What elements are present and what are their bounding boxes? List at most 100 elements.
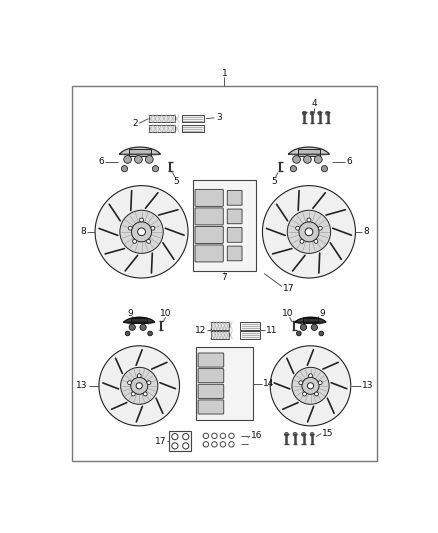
Circle shape <box>314 239 318 244</box>
Circle shape <box>138 228 145 236</box>
Circle shape <box>318 226 322 230</box>
Circle shape <box>319 331 324 336</box>
Circle shape <box>300 324 307 330</box>
Circle shape <box>321 166 328 172</box>
FancyBboxPatch shape <box>227 228 242 243</box>
Bar <box>148 125 175 133</box>
Text: 13: 13 <box>76 381 87 390</box>
Circle shape <box>302 377 319 394</box>
Circle shape <box>183 433 189 440</box>
Circle shape <box>140 324 146 330</box>
Bar <box>196 346 253 421</box>
FancyBboxPatch shape <box>195 189 223 206</box>
FancyBboxPatch shape <box>195 227 223 244</box>
Polygon shape <box>295 317 326 324</box>
Bar <box>182 115 204 123</box>
FancyBboxPatch shape <box>195 245 223 262</box>
Circle shape <box>229 442 234 447</box>
Bar <box>182 125 204 133</box>
Circle shape <box>314 156 322 163</box>
Circle shape <box>137 374 141 378</box>
Text: 10: 10 <box>282 309 293 318</box>
Text: 7: 7 <box>222 273 227 282</box>
Circle shape <box>203 433 208 439</box>
Circle shape <box>203 442 208 447</box>
FancyBboxPatch shape <box>198 369 224 383</box>
Circle shape <box>212 433 217 439</box>
Circle shape <box>285 432 288 436</box>
FancyBboxPatch shape <box>227 190 242 205</box>
Bar <box>72 85 377 461</box>
Circle shape <box>152 166 159 172</box>
Circle shape <box>318 111 322 115</box>
Circle shape <box>310 432 314 436</box>
Text: 9: 9 <box>319 309 325 318</box>
Circle shape <box>262 185 356 278</box>
Circle shape <box>95 185 188 278</box>
Circle shape <box>302 432 305 436</box>
Circle shape <box>302 111 306 115</box>
Circle shape <box>220 433 226 439</box>
Circle shape <box>120 367 158 405</box>
Circle shape <box>120 210 163 253</box>
Text: 15: 15 <box>322 429 334 438</box>
Circle shape <box>172 443 178 449</box>
Circle shape <box>293 156 300 163</box>
Polygon shape <box>120 147 160 156</box>
Circle shape <box>287 210 331 253</box>
Text: 11: 11 <box>265 326 277 335</box>
Text: 5: 5 <box>271 176 277 185</box>
FancyBboxPatch shape <box>227 246 242 261</box>
Circle shape <box>290 166 297 172</box>
Circle shape <box>148 331 152 336</box>
Circle shape <box>307 218 311 222</box>
Text: 8: 8 <box>363 227 369 236</box>
FancyBboxPatch shape <box>198 400 224 414</box>
Circle shape <box>183 443 189 449</box>
Text: 12: 12 <box>195 326 207 335</box>
Circle shape <box>121 166 127 172</box>
Bar <box>211 322 229 329</box>
FancyBboxPatch shape <box>198 384 224 398</box>
Bar <box>240 322 260 329</box>
Text: 5: 5 <box>173 176 179 185</box>
Circle shape <box>229 433 234 439</box>
Text: 17: 17 <box>155 437 166 446</box>
FancyBboxPatch shape <box>227 209 242 224</box>
Circle shape <box>297 331 301 336</box>
Text: 13: 13 <box>362 381 373 390</box>
Text: 1: 1 <box>222 69 227 78</box>
Circle shape <box>128 226 132 230</box>
Circle shape <box>292 367 329 405</box>
Circle shape <box>293 432 297 436</box>
Circle shape <box>133 239 137 244</box>
Circle shape <box>99 346 180 426</box>
Circle shape <box>307 383 314 389</box>
Circle shape <box>270 346 351 426</box>
Polygon shape <box>289 147 329 156</box>
Circle shape <box>129 324 135 330</box>
Circle shape <box>310 111 314 115</box>
Text: 14: 14 <box>263 379 275 388</box>
Circle shape <box>136 383 142 389</box>
Circle shape <box>125 331 130 336</box>
Circle shape <box>220 442 226 447</box>
Bar <box>211 331 229 339</box>
Circle shape <box>131 222 152 242</box>
Circle shape <box>325 111 329 115</box>
Text: 17: 17 <box>283 284 295 293</box>
FancyBboxPatch shape <box>195 208 223 225</box>
Circle shape <box>311 324 318 330</box>
Circle shape <box>147 239 151 244</box>
Text: 4: 4 <box>311 100 317 109</box>
Circle shape <box>304 156 311 163</box>
Bar <box>131 318 147 324</box>
Text: 2: 2 <box>133 119 138 128</box>
Text: 6: 6 <box>99 157 104 166</box>
Text: 8: 8 <box>80 227 86 236</box>
Circle shape <box>140 218 144 222</box>
Circle shape <box>145 156 153 163</box>
Circle shape <box>212 442 217 447</box>
Text: 16: 16 <box>251 431 262 440</box>
Circle shape <box>124 156 131 163</box>
